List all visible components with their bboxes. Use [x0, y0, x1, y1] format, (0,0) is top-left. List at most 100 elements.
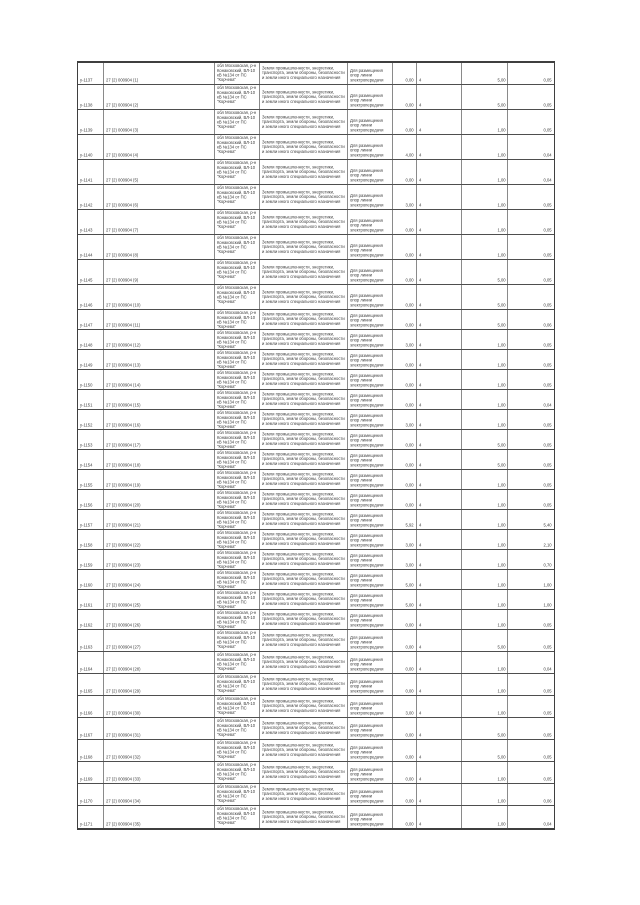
total-value-cell: 0,05 — [508, 696, 554, 717]
parcel-id-cell: у-1139 — [78, 110, 104, 134]
rate-value: 5,00 — [497, 732, 506, 738]
cadastral-number-cell: 27 (2) 000904 (30) — [104, 696, 216, 717]
share-value-cell: 0,00 — [393, 652, 417, 673]
parcel-id-cell: у-1148 — [78, 330, 104, 349]
table-row: у-1149 27 (2) 000904 (13) обл Московская… — [78, 350, 554, 370]
table-row: у-1152 27 (2) 000904 (16) обл Московская… — [78, 410, 554, 430]
permitted-use-text: Для размещения опор линии электропередач… — [349, 635, 384, 650]
cadastral-number: 27 (2) 000904 (19) — [105, 482, 141, 488]
total-value: 0,05 — [543, 442, 552, 448]
location-text: обл Московская, р-н Конаковский, ВЛ-10 к… — [217, 550, 257, 569]
cadastral-number: 27 (2) 000904 (15) — [105, 402, 141, 408]
permitted-use-text: Для размещения опор линии электропередач… — [349, 493, 384, 508]
location-cell: обл Московская, р-н Конаковский, ВЛ-10 к… — [215, 490, 261, 509]
rate-value-cell: 5,00 — [462, 260, 509, 284]
permitted-use-cell: Для размещения опор линии электропередач… — [348, 63, 393, 84]
land-category-text: Земли промышленности, энергетики, трансп… — [262, 352, 345, 366]
permitted-use-text: Для размещения опор линии электропередач… — [349, 613, 384, 628]
cadastral-number: 27 (2) 000904 (27) — [105, 644, 141, 650]
table-row: у-1159 27 (2) 000904 (23) обл Московская… — [78, 550, 554, 570]
permitted-use-text: Для размещения опор линии электропередач… — [349, 293, 384, 308]
permitted-use-text: Для размещения опор линии электропередач… — [349, 313, 384, 328]
units-count: 4 — [418, 442, 421, 448]
share-value-cell: 0,00 — [393, 63, 417, 84]
location-text: обл Московская, р-н Конаковский, ВЛ-10 к… — [217, 510, 257, 529]
share-value: 0,00 — [405, 277, 414, 283]
location-text: обл Московская, р-н Конаковский, ВЛ-10 к… — [217, 530, 257, 549]
total-value-cell: 0,05 — [508, 370, 554, 389]
location-text: обл Московская, р-н Конаковский, ВЛ-10 к… — [217, 718, 257, 738]
location-cell: обл Московская, р-н Конаковский, ВЛ-10 к… — [215, 390, 261, 409]
rate-value-cell: 1,00 — [462, 674, 509, 695]
land-category-cell: Земли промышленности, энергетики, трансп… — [260, 630, 348, 651]
units-count-cell: 4 — [417, 630, 463, 651]
location-cell: обл Московская, р-н Конаковский, ВЛ-10 к… — [215, 718, 261, 739]
total-value-cell: 0,05 — [508, 762, 554, 783]
share-value-cell: 3,00 — [393, 696, 417, 717]
location-text: обл Московская, р-н Конаковский, ВЛ-10 к… — [217, 590, 257, 609]
units-count-cell: 4 — [417, 490, 463, 509]
location-text: обл Московская, р-н Конаковский, ВЛ-10 к… — [217, 185, 257, 205]
table-row: у-1156 27 (2) 000904 (20) обл Московская… — [78, 490, 554, 510]
permitted-use-cell: Для размещения опор линии электропередач… — [348, 135, 393, 159]
cadastral-number-cell: 27 (2) 000904 (25) — [104, 590, 216, 609]
permitted-use-cell: Для размещения опор линии электропередач… — [348, 490, 393, 509]
total-value: 0,05 — [543, 202, 552, 208]
total-value-cell: 0,05 — [508, 285, 554, 309]
table-row: у-1158 27 (2) 000904 (22) обл Московская… — [78, 530, 554, 550]
table-row: у-1145 27 (2) 000904 (9) обл Московская,… — [78, 260, 554, 285]
cadastral-number: 27 (2) 000904 (17) — [105, 442, 141, 448]
rate-value-cell: 1,00 — [462, 235, 509, 259]
parcel-id: у-1168 — [80, 754, 93, 760]
rate-value: 1,00 — [497, 602, 506, 608]
table-row: у-1167 27 (2) 000904 (31) обл Московская… — [78, 718, 554, 740]
cadastral-number: 27 (2) 000904 (26) — [105, 622, 141, 628]
parcel-id-cell: у-1159 — [78, 550, 104, 569]
cadastral-number: 27 (2) 000904 (20) — [105, 502, 141, 508]
cadastral-number-cell: 27 (2) 000904 (5) — [104, 160, 216, 184]
location-text: обл Московская, р-н Конаковский, ВЛ-10 к… — [217, 330, 257, 349]
share-value: 0,00 — [405, 821, 414, 827]
share-value: 3,00 — [405, 422, 414, 428]
permitted-use-text: Для размещения опор линии электропередач… — [349, 413, 384, 428]
total-value-cell: 0,04 — [508, 652, 554, 673]
land-category-cell: Земли промышленности, энергетики, трансп… — [260, 390, 348, 409]
total-value-cell: 0,06 — [508, 784, 554, 805]
share-value: 3,00 — [405, 710, 414, 716]
cadastral-number: 27 (2) 000904 (2) — [105, 102, 139, 108]
rate-value-cell: 1,00 — [462, 784, 509, 805]
units-count-cell: 4 — [417, 470, 463, 489]
units-count-cell: 4 — [417, 390, 463, 409]
units-count-cell: 4 — [417, 260, 463, 284]
land-parcels-table: у-1137 27 (2) 000904 (1) обл Московская,… — [77, 61, 555, 830]
table-row: у-1160 27 (2) 000904 (24) обл Московская… — [78, 570, 554, 590]
permitted-use-text: Для размещения опор линии электропередач… — [349, 657, 384, 672]
parcel-id: у-1144 — [80, 252, 93, 258]
rate-value-cell: 1,00 — [462, 110, 509, 134]
units-count: 4 — [418, 776, 421, 782]
parcel-id-cell: у-1145 — [78, 260, 104, 284]
total-value: 0,05 — [543, 77, 552, 83]
units-count: 4 — [418, 462, 421, 468]
permitted-use-text: Для размещения опор линии электропередач… — [349, 573, 384, 588]
total-value: 0,70 — [543, 562, 552, 568]
land-category-cell: Земли промышленности, энергетики, трансп… — [260, 285, 348, 309]
parcel-id: у-1159 — [80, 562, 93, 568]
rate-value-cell: 1,00 — [462, 490, 509, 509]
cadastral-number: 27 (2) 000904 (18) — [105, 462, 141, 468]
location-cell: обл Московская, р-н Конаковский, ВЛ-10 к… — [215, 674, 261, 695]
permitted-use-cell: Для размещения опор линии электропередач… — [348, 430, 393, 449]
parcel-id-cell: у-1150 — [78, 370, 104, 389]
cadastral-number-cell: 27 (2) 000904 (35) — [104, 806, 216, 828]
share-value-cell: 5,00 — [393, 570, 417, 589]
land-category-cell: Земли промышленности, энергетики, трансп… — [260, 762, 348, 783]
cadastral-number: 27 (2) 000904 (21) — [105, 522, 141, 528]
table-row: у-1138 27 (2) 000904 (2) обл Московская,… — [78, 85, 554, 110]
rate-value-cell: 1,00 — [462, 530, 509, 549]
share-value: 0,00 — [405, 227, 414, 233]
land-category-cell: Земли промышленности, энергетики, трансп… — [260, 310, 348, 329]
share-value-cell: 0,00 — [393, 390, 417, 409]
share-value-cell: 3,00 — [393, 550, 417, 569]
cadastral-number: 27 (2) 000904 (30) — [105, 710, 141, 716]
parcel-id-cell: у-1143 — [78, 210, 104, 234]
